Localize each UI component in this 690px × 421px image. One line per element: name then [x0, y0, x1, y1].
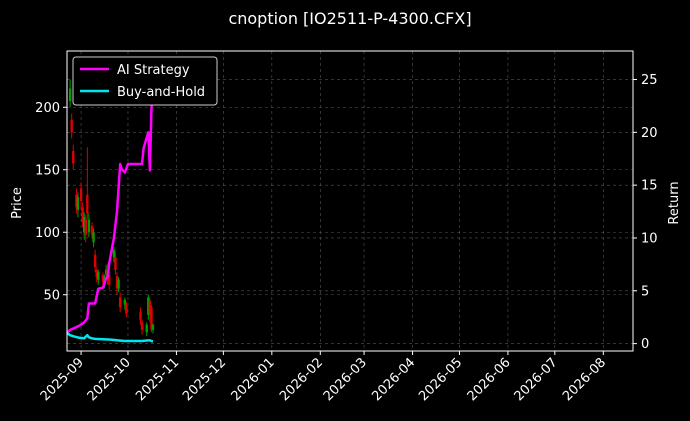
- legend: AI Strategy Buy-and-Hold: [72, 56, 218, 106]
- candle-body-20: [108, 274, 111, 285]
- candle-body-3: [75, 194, 78, 208]
- buy-and-hold-line: [66, 331, 154, 343]
- candle-body-24: [117, 279, 120, 289]
- candle-body-27: [125, 304, 128, 314]
- candle-body-7: [82, 217, 86, 233]
- legend-label-ai-strategy: AI Strategy: [117, 63, 190, 78]
- candle-body-13: [93, 254, 97, 268]
- candle-body-23: [115, 276, 119, 289]
- chart-title: cnoption [IO2511-P-4300.CFX]: [228, 9, 471, 28]
- y-axis-label: Price: [10, 187, 25, 219]
- candle-body-8: [84, 219, 87, 235]
- candle-body-33: [150, 307, 153, 330]
- y2-tick-label-20: 20: [641, 126, 658, 141]
- candle-body-2: [72, 151, 75, 164]
- candle-body-21: [112, 249, 116, 258]
- candle-body-26: [123, 299, 127, 305]
- candle-body-18: [104, 269, 108, 275]
- plot-frame: [66, 50, 634, 352]
- candle-body-29: [140, 322, 144, 330]
- candle-body-9: [86, 194, 89, 214]
- candle-body-12: [92, 232, 95, 243]
- y-tick-label-150: 150: [35, 163, 60, 178]
- candle-body-5: [79, 188, 83, 201]
- y-tick-label-200: 200: [35, 101, 60, 116]
- candle-body-15: [97, 272, 100, 280]
- candle-body-22: [114, 257, 117, 270]
- candle-body-32: [148, 301, 152, 314]
- y2-tick-label-5: 5: [641, 284, 649, 299]
- candle-body-11: [90, 226, 94, 235]
- candle-body-4: [76, 197, 80, 210]
- y2-tick-label-25: 25: [641, 73, 658, 88]
- grid: [67, 51, 633, 351]
- candle-body-0: [68, 88, 72, 101]
- y-tick-label-50: 50: [43, 288, 60, 303]
- candle-body-1: [70, 119, 73, 133]
- y-tick-label-100: 100: [35, 226, 60, 241]
- candle-body-6: [81, 207, 84, 223]
- y2-tick-label-15: 15: [641, 179, 658, 194]
- strategy-lines: [66, 74, 155, 343]
- y2-tick-label-0: 0: [641, 337, 649, 352]
- y2-tick-label-10: 10: [641, 231, 658, 246]
- candle-body-14: [95, 269, 98, 278]
- candle-body-25: [118, 297, 122, 308]
- candle-body-10: [87, 219, 91, 233]
- candle-body-31: [147, 297, 150, 315]
- y2-axis-label: Return: [667, 181, 682, 224]
- candle-body-30: [145, 324, 148, 333]
- candle-body-28: [139, 312, 142, 320]
- ai-strategy-line: [66, 74, 155, 334]
- candle-body-16: [101, 274, 105, 283]
- legend-label-buy-and-hold: Buy-and-Hold: [117, 85, 205, 100]
- y-axis-left: 50 100 150 200: [35, 101, 67, 303]
- y-axis-right: 0 5 10 15 20 25: [633, 73, 658, 352]
- candle-body-34: [151, 324, 155, 330]
